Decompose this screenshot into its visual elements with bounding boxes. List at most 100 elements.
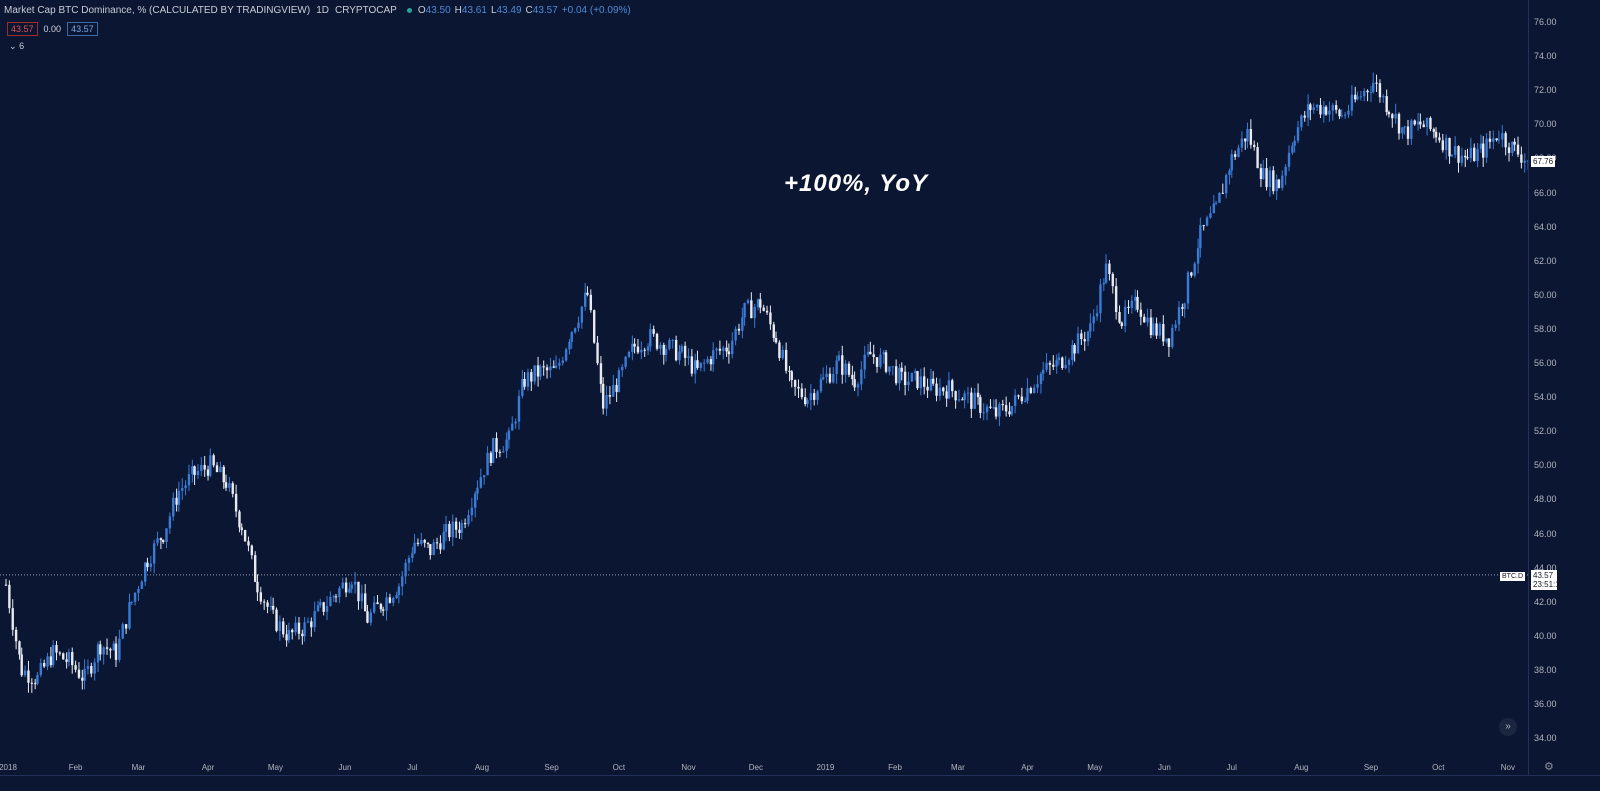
candle-body xyxy=(206,469,210,476)
candle-body xyxy=(404,562,407,577)
candle-body xyxy=(42,663,46,667)
candle-body xyxy=(837,355,841,361)
candle-body xyxy=(209,455,212,476)
candle-body xyxy=(388,597,392,603)
candle-body xyxy=(564,349,568,361)
candle-body xyxy=(420,539,423,544)
candle-body xyxy=(605,394,608,409)
bid-ask-row: 43.57 0.00 43.57 xyxy=(7,22,98,36)
candle-body xyxy=(1001,403,1004,406)
candle-body xyxy=(350,584,353,589)
candle-body xyxy=(992,407,995,409)
candle-body xyxy=(884,352,888,372)
candle-body xyxy=(825,373,828,378)
candle-body xyxy=(668,340,671,349)
candle-body xyxy=(385,597,388,611)
interval-label[interactable]: 1D xyxy=(316,5,329,16)
candle-body xyxy=(149,563,153,568)
time-tick-label: Aug xyxy=(1294,763,1309,772)
candle-body xyxy=(228,483,231,488)
candle-body xyxy=(1450,154,1453,157)
candle-body xyxy=(435,542,439,544)
price-tick-label: 74.00 xyxy=(1534,51,1557,62)
price-tick-label: 66.00 xyxy=(1534,187,1557,198)
candle-body xyxy=(1151,323,1155,336)
candle-body xyxy=(140,581,144,589)
ask-button[interactable]: 43.57 xyxy=(67,22,98,36)
candle-body xyxy=(989,406,992,408)
candle-body xyxy=(193,466,196,476)
candle-body xyxy=(1186,272,1190,304)
candle-body xyxy=(407,557,411,563)
candle-body xyxy=(184,485,187,489)
candle-body xyxy=(549,366,552,371)
candle-body xyxy=(1268,170,1272,188)
candle-body xyxy=(570,332,573,342)
candle-body xyxy=(533,365,536,382)
candle-body xyxy=(165,528,168,543)
candle-body xyxy=(118,638,121,660)
candle-body xyxy=(250,545,254,556)
candle-body xyxy=(769,312,772,325)
candle-body xyxy=(86,666,90,669)
candle-body xyxy=(1303,115,1306,118)
candle-body xyxy=(1473,147,1476,162)
candle-body xyxy=(816,391,819,400)
candle-body xyxy=(256,581,259,593)
candle-body xyxy=(369,612,373,623)
candle-body xyxy=(1089,323,1092,332)
candle-body xyxy=(800,388,804,398)
candle-body xyxy=(577,322,580,329)
candle-body xyxy=(1039,373,1043,385)
indicators-toggle[interactable]: ⌄ 6 xyxy=(9,41,24,52)
gear-icon[interactable]: ⚙ xyxy=(1544,761,1554,773)
candle-body xyxy=(957,399,961,401)
time-tick-label: Jun xyxy=(338,763,352,772)
scroll-to-realtime-button[interactable]: » xyxy=(1499,718,1517,736)
candle-body xyxy=(247,541,250,546)
candle-body xyxy=(109,648,112,651)
candle-body xyxy=(51,644,55,666)
time-axis-separator xyxy=(0,775,1600,776)
candle-body xyxy=(474,493,477,508)
bid-button[interactable]: 43.57 xyxy=(7,22,38,36)
candle-body xyxy=(1171,327,1174,347)
candle-body xyxy=(36,674,39,684)
candle-body xyxy=(1233,154,1237,157)
candle-body xyxy=(397,586,401,596)
candle-body xyxy=(231,483,234,494)
candle-body xyxy=(1347,110,1350,115)
candle-body xyxy=(1083,339,1086,342)
candle-body xyxy=(1523,160,1526,163)
candle-body xyxy=(1045,362,1048,370)
candle-body xyxy=(523,378,526,387)
candle-body xyxy=(1130,300,1134,308)
candle-body xyxy=(788,370,791,372)
time-tick-label: Jul xyxy=(1226,763,1237,772)
candle-body xyxy=(1334,105,1338,110)
candle-body xyxy=(888,366,891,372)
price-tick-label: 42.00 xyxy=(1534,596,1557,607)
candle-body xyxy=(1010,405,1013,415)
candle-body xyxy=(310,621,313,628)
candle-body xyxy=(33,683,37,685)
candle-body xyxy=(81,677,84,681)
candle-body xyxy=(847,363,851,375)
candle-body xyxy=(589,294,593,311)
candle-body xyxy=(926,386,929,391)
candle-body xyxy=(1466,157,1469,159)
candle-body xyxy=(1403,126,1406,128)
price-tick-label: 62.00 xyxy=(1534,255,1557,266)
candle-body xyxy=(156,538,159,544)
candle-body xyxy=(608,394,612,397)
time-tick-label: Jul xyxy=(407,763,418,772)
candle-body xyxy=(875,357,879,367)
candle-body xyxy=(71,652,74,666)
candle-body xyxy=(985,406,989,413)
candle-body xyxy=(1202,225,1205,227)
candle-body xyxy=(821,377,825,380)
candle-body xyxy=(4,584,8,586)
candle-body xyxy=(599,363,603,384)
symbol-title[interactable]: Market Cap BTC Dominance, % (CALCULATED … xyxy=(4,5,311,16)
